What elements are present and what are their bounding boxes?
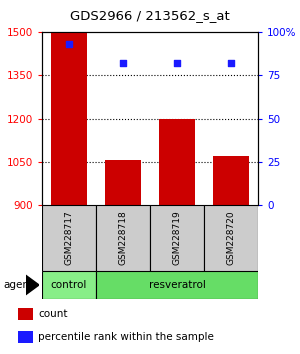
Text: resveratrol: resveratrol xyxy=(148,280,206,290)
Bar xyxy=(42,271,96,299)
Text: control: control xyxy=(51,280,87,290)
Text: GSM228717: GSM228717 xyxy=(64,211,74,266)
Text: agent: agent xyxy=(3,280,33,290)
Text: GSM228719: GSM228719 xyxy=(172,211,182,266)
Text: GSM228720: GSM228720 xyxy=(226,211,236,266)
Polygon shape xyxy=(26,275,39,295)
Point xyxy=(121,60,125,66)
Text: GSM228718: GSM228718 xyxy=(118,211,127,266)
Bar xyxy=(214,156,249,205)
Point xyxy=(175,60,179,66)
Bar xyxy=(96,271,258,299)
Text: percentile rank within the sample: percentile rank within the sample xyxy=(38,332,214,342)
Point xyxy=(67,41,71,47)
Bar xyxy=(204,205,258,271)
Text: GDS2966 / 213562_s_at: GDS2966 / 213562_s_at xyxy=(70,10,230,22)
Bar xyxy=(52,32,87,205)
Bar xyxy=(18,331,33,343)
Bar xyxy=(96,205,150,271)
Bar xyxy=(18,308,33,320)
Point xyxy=(229,60,233,66)
Text: count: count xyxy=(38,309,68,319)
Bar xyxy=(42,205,96,271)
Bar xyxy=(160,119,195,205)
Bar xyxy=(150,205,204,271)
Bar xyxy=(106,160,141,205)
